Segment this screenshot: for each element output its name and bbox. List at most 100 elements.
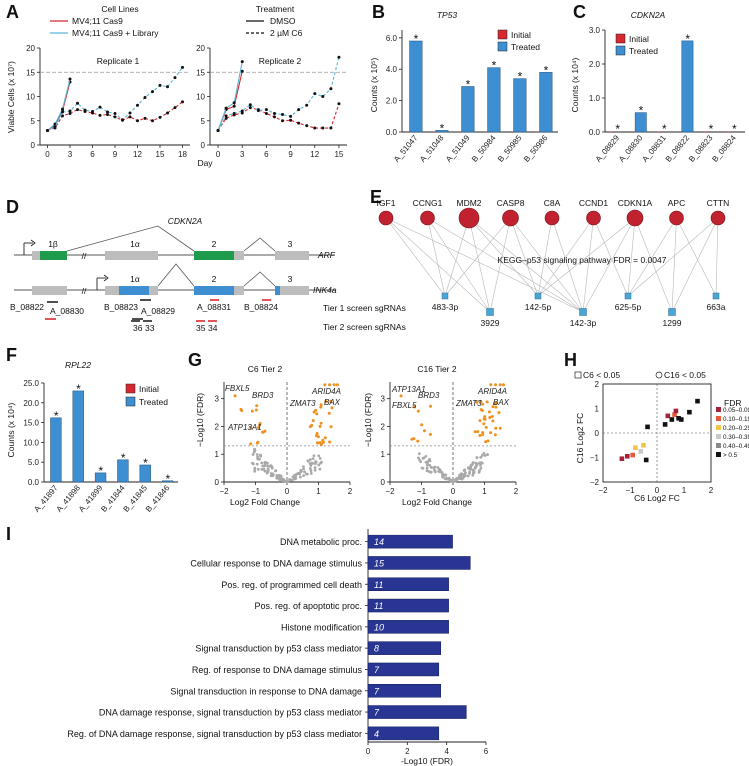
gene-annotation: ZMAT3: [289, 399, 316, 408]
significant-point: [489, 383, 493, 387]
significance-star: *: [732, 122, 737, 136]
gene-point: [309, 471, 313, 475]
scatter-point: [665, 413, 671, 419]
data-point: [264, 108, 268, 112]
network-edge: [537, 217, 636, 297]
data-point: [181, 100, 184, 104]
series-line: [47, 67, 183, 131]
ink4a-label: INK4a: [313, 285, 337, 295]
y-tick-label: 3.0: [589, 26, 601, 35]
h-fdr-title: FDR: [724, 398, 741, 408]
significant-point: [315, 412, 319, 416]
bar-initial: [610, 131, 613, 132]
scatter-point: [643, 457, 649, 463]
data-point: [321, 126, 325, 130]
go-term-label: DNA metabolic proc.: [280, 537, 362, 547]
significant-point: [497, 411, 501, 415]
panel-label-f: F: [6, 345, 17, 365]
x-tick-label: −2: [598, 486, 608, 495]
significant-point: [483, 415, 487, 419]
mirna-node: [579, 308, 587, 316]
network-edge: [715, 217, 719, 297]
gene-annotation: ATP13A1: [391, 385, 426, 394]
gene-label: C8A: [544, 198, 561, 208]
network-edge: [468, 217, 539, 297]
panel-label-a: A: [6, 2, 19, 22]
significant-point: [319, 403, 323, 407]
data-point: [224, 116, 228, 120]
x-tick-label: 9: [113, 150, 118, 159]
significant-point: [323, 436, 327, 440]
data-point: [136, 103, 139, 107]
y-tick-label: 0: [201, 141, 206, 150]
data-point: [216, 128, 220, 132]
y-tick-label: 1.0: [589, 94, 601, 103]
data-point: [136, 119, 139, 123]
gene-count-label: 14: [374, 537, 384, 547]
panel-label-h: H: [564, 350, 577, 370]
tier2-36: 36: [133, 323, 143, 333]
gene-node: [378, 210, 394, 226]
network-edge: [671, 217, 719, 313]
f-legend-initial: Initial: [139, 384, 159, 394]
gene-point: [424, 454, 428, 458]
bar-initial: [433, 131, 437, 132]
data-point: [46, 128, 49, 132]
x-tick-label: 2: [709, 486, 714, 495]
significant-point: [491, 405, 495, 409]
panel-e: E IGF1 CCNG1 MDM2 CASP8 C8A CCND1 CDKN1A APC CTT…: [370, 187, 729, 328]
significant-point: [473, 430, 477, 434]
gene-count-label: 11: [374, 580, 383, 590]
arf-arrowhead-icon: [30, 239, 36, 247]
significant-point: [494, 426, 498, 430]
scatter-point: [633, 445, 638, 450]
go-term-label: DNA damage response, signal transduction…: [99, 708, 362, 718]
sgrna-b08823: B_08823: [104, 302, 138, 312]
replicate-2-plot: Replicate 2 0 3 6 9 12 15 0 5 10 15 20: [196, 44, 347, 159]
g1-title: C6 Tier 2: [248, 364, 283, 374]
data-point: [158, 115, 162, 119]
gene-point: [270, 465, 274, 468]
data-point: [106, 112, 109, 116]
significant-point: [332, 383, 336, 387]
gene-point: [437, 467, 441, 471]
gene-point: [318, 456, 322, 460]
significant-point: [412, 437, 416, 441]
significant-point: [399, 394, 403, 398]
network-edge: [468, 217, 491, 313]
gene-annotation: FBXL5: [225, 384, 250, 393]
data-point: [83, 108, 87, 112]
c-title: CDKN2A: [631, 10, 666, 20]
x-tick-label: 6: [264, 150, 269, 159]
gene-point: [460, 476, 464, 480]
x-tick-label: −1: [251, 487, 261, 496]
go-term-label: Reg. of response to DNA damage stimulus: [192, 665, 363, 675]
g1-ylabel: −Log10 (FDR): [195, 393, 205, 447]
y-tick-label: 15: [26, 68, 35, 77]
legend-treatment-title: Treatment: [256, 4, 295, 14]
gene-point: [256, 467, 260, 471]
category-label: A_51048: [418, 133, 446, 164]
panel-label-c: C: [573, 2, 586, 22]
mirna-label: 1299: [663, 318, 682, 328]
significant-point: [475, 400, 479, 404]
gene-point: [453, 478, 457, 482]
data-point: [61, 114, 64, 118]
mirna-label: 142-5p: [525, 302, 552, 312]
bar-initial: [485, 131, 489, 132]
e-center-label: KEGG–p53 signaling pathway FDR = 0.0047: [498, 255, 667, 265]
significant-point: [498, 383, 502, 387]
significant-point: [329, 425, 333, 429]
bar-treated: [409, 40, 423, 133]
x-tick-label: −2: [219, 487, 229, 496]
y-tick-label: 3: [215, 395, 220, 404]
scatter-point: [630, 452, 635, 458]
significant-point: [491, 419, 495, 423]
panel-g: G C6 Tier 2 −Log10 (FDR) Log2 Fold Chang…: [188, 350, 519, 507]
panel-a: A Cell Lines MV4;11 Cas9 MV4;11 Cas9 + L…: [6, 2, 347, 168]
y-tick-label: 15.0: [23, 419, 39, 428]
data-point: [272, 115, 276, 119]
series-line: [217, 61, 243, 131]
bar-initial: [49, 481, 52, 482]
significant-point: [335, 383, 339, 387]
